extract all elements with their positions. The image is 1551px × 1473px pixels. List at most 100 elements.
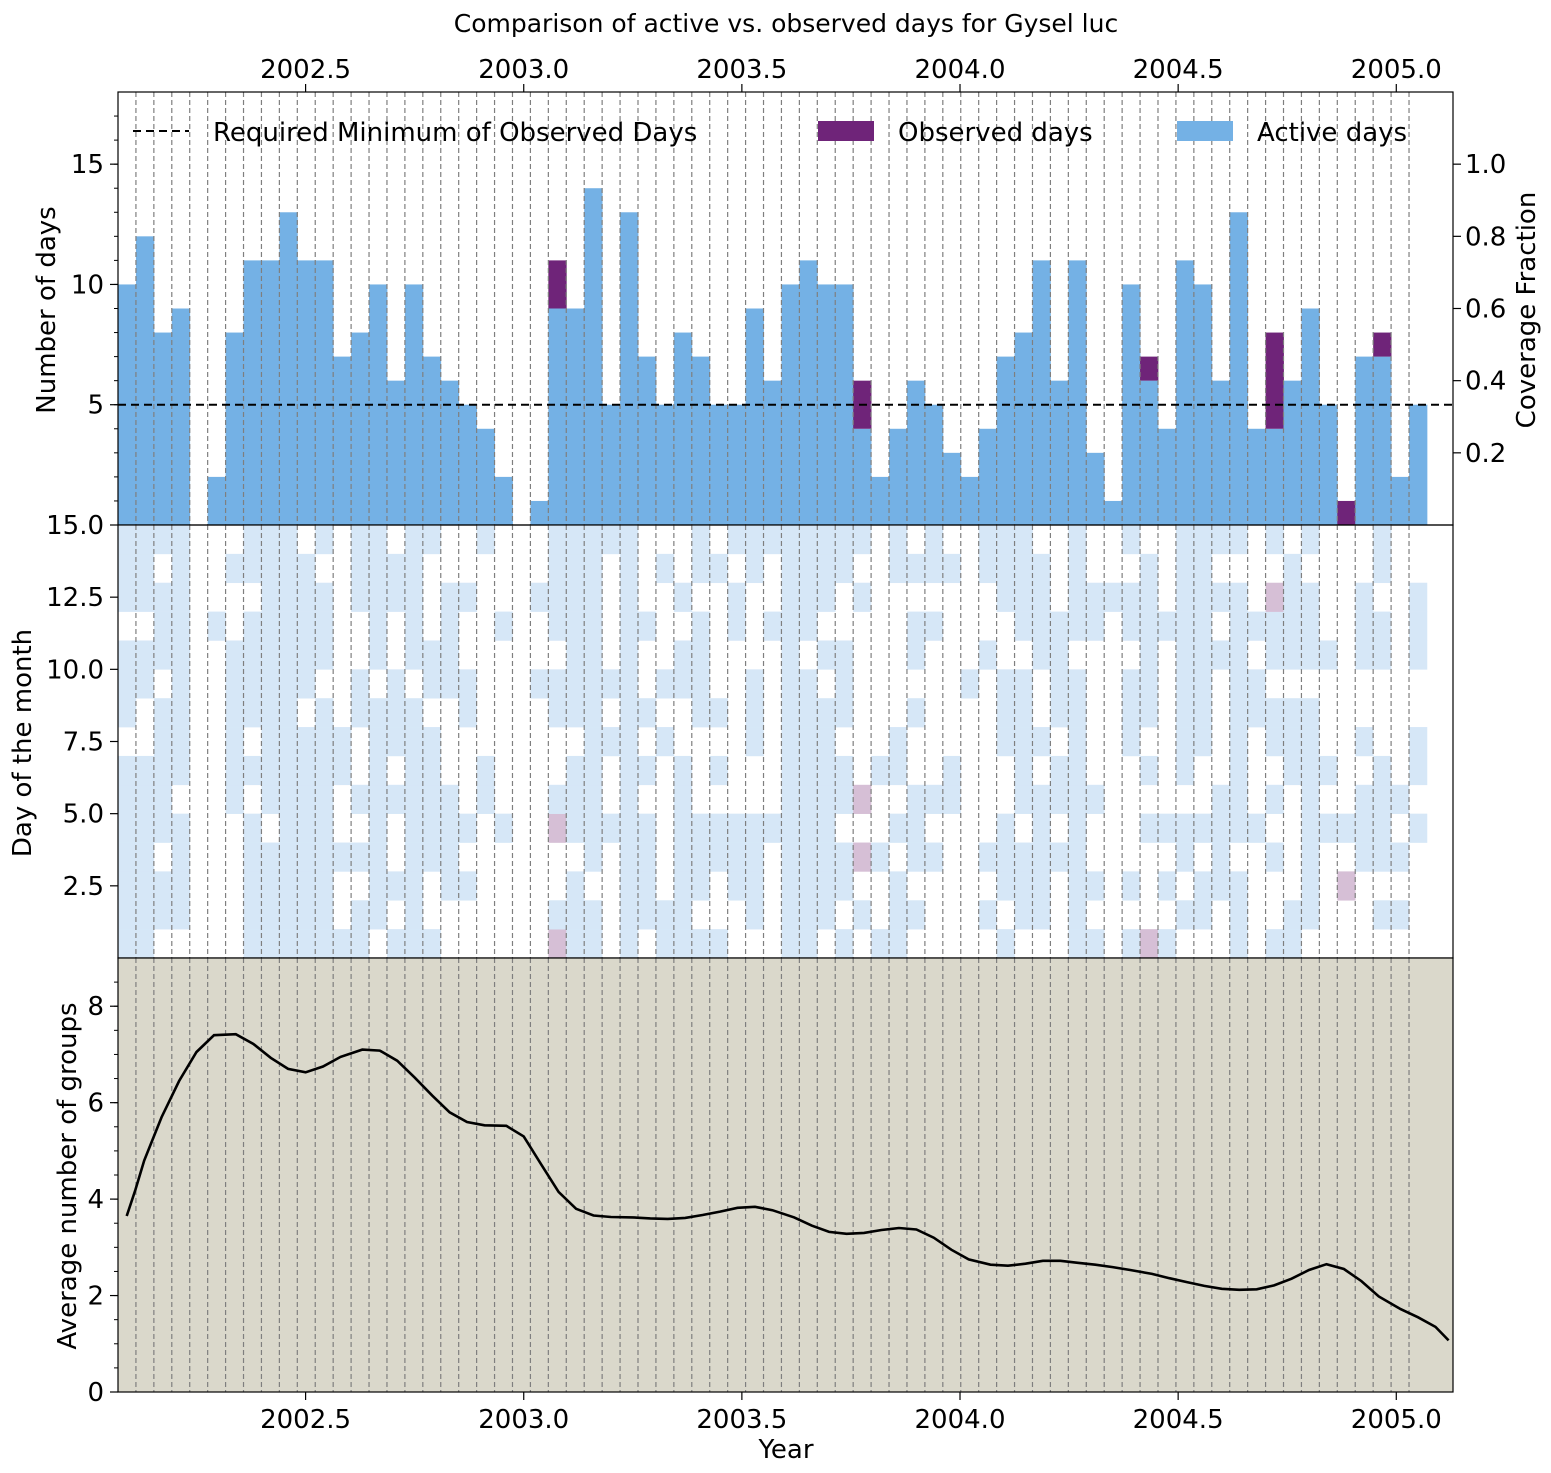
active-day-cell xyxy=(171,900,191,930)
active-days-bar xyxy=(1265,428,1284,525)
bottom-panel-background xyxy=(118,958,1453,1392)
active-days-bar xyxy=(996,356,1015,525)
active-day-cell xyxy=(566,553,585,584)
active-days-bar xyxy=(1157,428,1177,525)
active-day-cell xyxy=(745,553,764,584)
active-day-cell xyxy=(476,755,495,786)
x-tick-label: 2003.0 xyxy=(478,1405,569,1435)
active-day-cell xyxy=(1193,553,1213,584)
active-day-cell xyxy=(261,900,280,930)
active-days-bar xyxy=(673,332,693,525)
active-day-cell xyxy=(566,900,585,930)
active-day-cell xyxy=(404,582,424,612)
active-day-cell xyxy=(763,611,782,641)
active-day-cell xyxy=(369,611,388,641)
active-day-cell xyxy=(351,842,370,872)
active-day-cell xyxy=(118,871,137,901)
active-day-cell xyxy=(1265,698,1284,728)
active-day-cell xyxy=(584,929,603,959)
active-day-cell xyxy=(1175,755,1195,786)
active-day-cell xyxy=(279,871,298,901)
active-day-cell xyxy=(781,813,800,843)
active-day-cell xyxy=(709,842,728,872)
active-days-bar xyxy=(333,356,352,525)
y-tick-label: 15.0 xyxy=(46,511,104,541)
active-day-cell xyxy=(1068,553,1087,584)
active-day-cell xyxy=(655,727,675,757)
active-day-cell xyxy=(153,525,173,555)
observed-day-cell xyxy=(853,784,872,814)
active-day-cell xyxy=(889,727,908,757)
active-day-cell xyxy=(1229,871,1248,901)
active-day-cell xyxy=(1301,698,1320,728)
y2-tick-label: 0.4 xyxy=(1465,367,1506,397)
active-days-bar xyxy=(135,236,155,526)
active-day-cell xyxy=(1014,784,1033,814)
active-days-bar xyxy=(1409,404,1428,525)
x-tick-label: 2004.0 xyxy=(915,55,1006,85)
active-day-cell xyxy=(996,669,1015,699)
active-day-cell xyxy=(297,784,316,814)
active-day-cell xyxy=(1373,900,1392,930)
active-day-cell xyxy=(799,698,818,728)
active-day-cell xyxy=(655,553,675,584)
active-days-bar xyxy=(745,308,764,525)
active-day-cell xyxy=(153,900,173,930)
active-day-cell xyxy=(1229,525,1248,555)
active-day-cell xyxy=(1157,929,1177,959)
active-day-cell xyxy=(315,525,334,555)
active-day-cell xyxy=(1175,698,1195,728)
active-day-cell xyxy=(261,669,280,699)
active-day-cell xyxy=(225,755,244,786)
active-day-cell xyxy=(1283,611,1302,641)
active-day-cell xyxy=(261,755,280,786)
active-day-cell xyxy=(422,929,442,959)
active-day-cell xyxy=(1193,871,1213,901)
active-day-cell xyxy=(153,755,173,786)
active-day-cell xyxy=(906,611,926,641)
active-day-cell xyxy=(1229,813,1248,843)
active-day-cell xyxy=(620,755,639,786)
active-days-bar xyxy=(1140,380,1159,525)
middle-panel: 2.5 5.0 7.5 10.0 12.5 15.0 Day of the month xyxy=(8,511,1454,959)
active-day-cell xyxy=(799,929,818,959)
active-day-cell xyxy=(1283,640,1302,670)
active-day-cell xyxy=(1157,611,1177,641)
active-day-cell xyxy=(243,611,262,641)
active-day-cell xyxy=(135,929,155,959)
observed-days-bar xyxy=(1373,332,1392,357)
active-day-cell xyxy=(261,784,280,814)
active-day-cell xyxy=(135,842,155,872)
active-day-cell xyxy=(691,929,711,959)
active-day-cell xyxy=(369,640,388,670)
active-day-cell xyxy=(1283,698,1302,728)
active-day-cell xyxy=(297,669,316,699)
active-days-bar xyxy=(889,428,908,525)
active-day-cell xyxy=(1355,784,1374,814)
active-day-cell xyxy=(817,784,836,814)
active-day-cell xyxy=(691,842,711,872)
active-day-cell xyxy=(422,525,442,555)
active-day-cell xyxy=(996,582,1015,612)
active-day-cell xyxy=(566,784,585,814)
active-day-cell xyxy=(1409,813,1428,843)
active-day-cell xyxy=(1373,611,1392,641)
active-day-cell xyxy=(135,871,155,901)
active-day-cell xyxy=(817,582,836,612)
active-day-cell xyxy=(118,669,137,699)
active-day-cell xyxy=(548,669,567,699)
active-day-cell xyxy=(1050,842,1069,872)
active-day-cell xyxy=(727,582,746,612)
active-day-cell xyxy=(386,871,406,901)
active-days-bar xyxy=(799,260,818,525)
active-day-cell xyxy=(1014,842,1033,872)
active-day-cell xyxy=(315,582,334,612)
active-day-cell xyxy=(906,842,926,872)
active-day-cell xyxy=(297,871,316,901)
active-day-cell xyxy=(691,669,711,699)
active-day-cell xyxy=(1050,669,1069,699)
active-day-cell xyxy=(584,900,603,930)
active-day-cell xyxy=(1068,669,1087,699)
active-day-cell xyxy=(548,784,567,814)
active-day-cell xyxy=(118,842,137,872)
